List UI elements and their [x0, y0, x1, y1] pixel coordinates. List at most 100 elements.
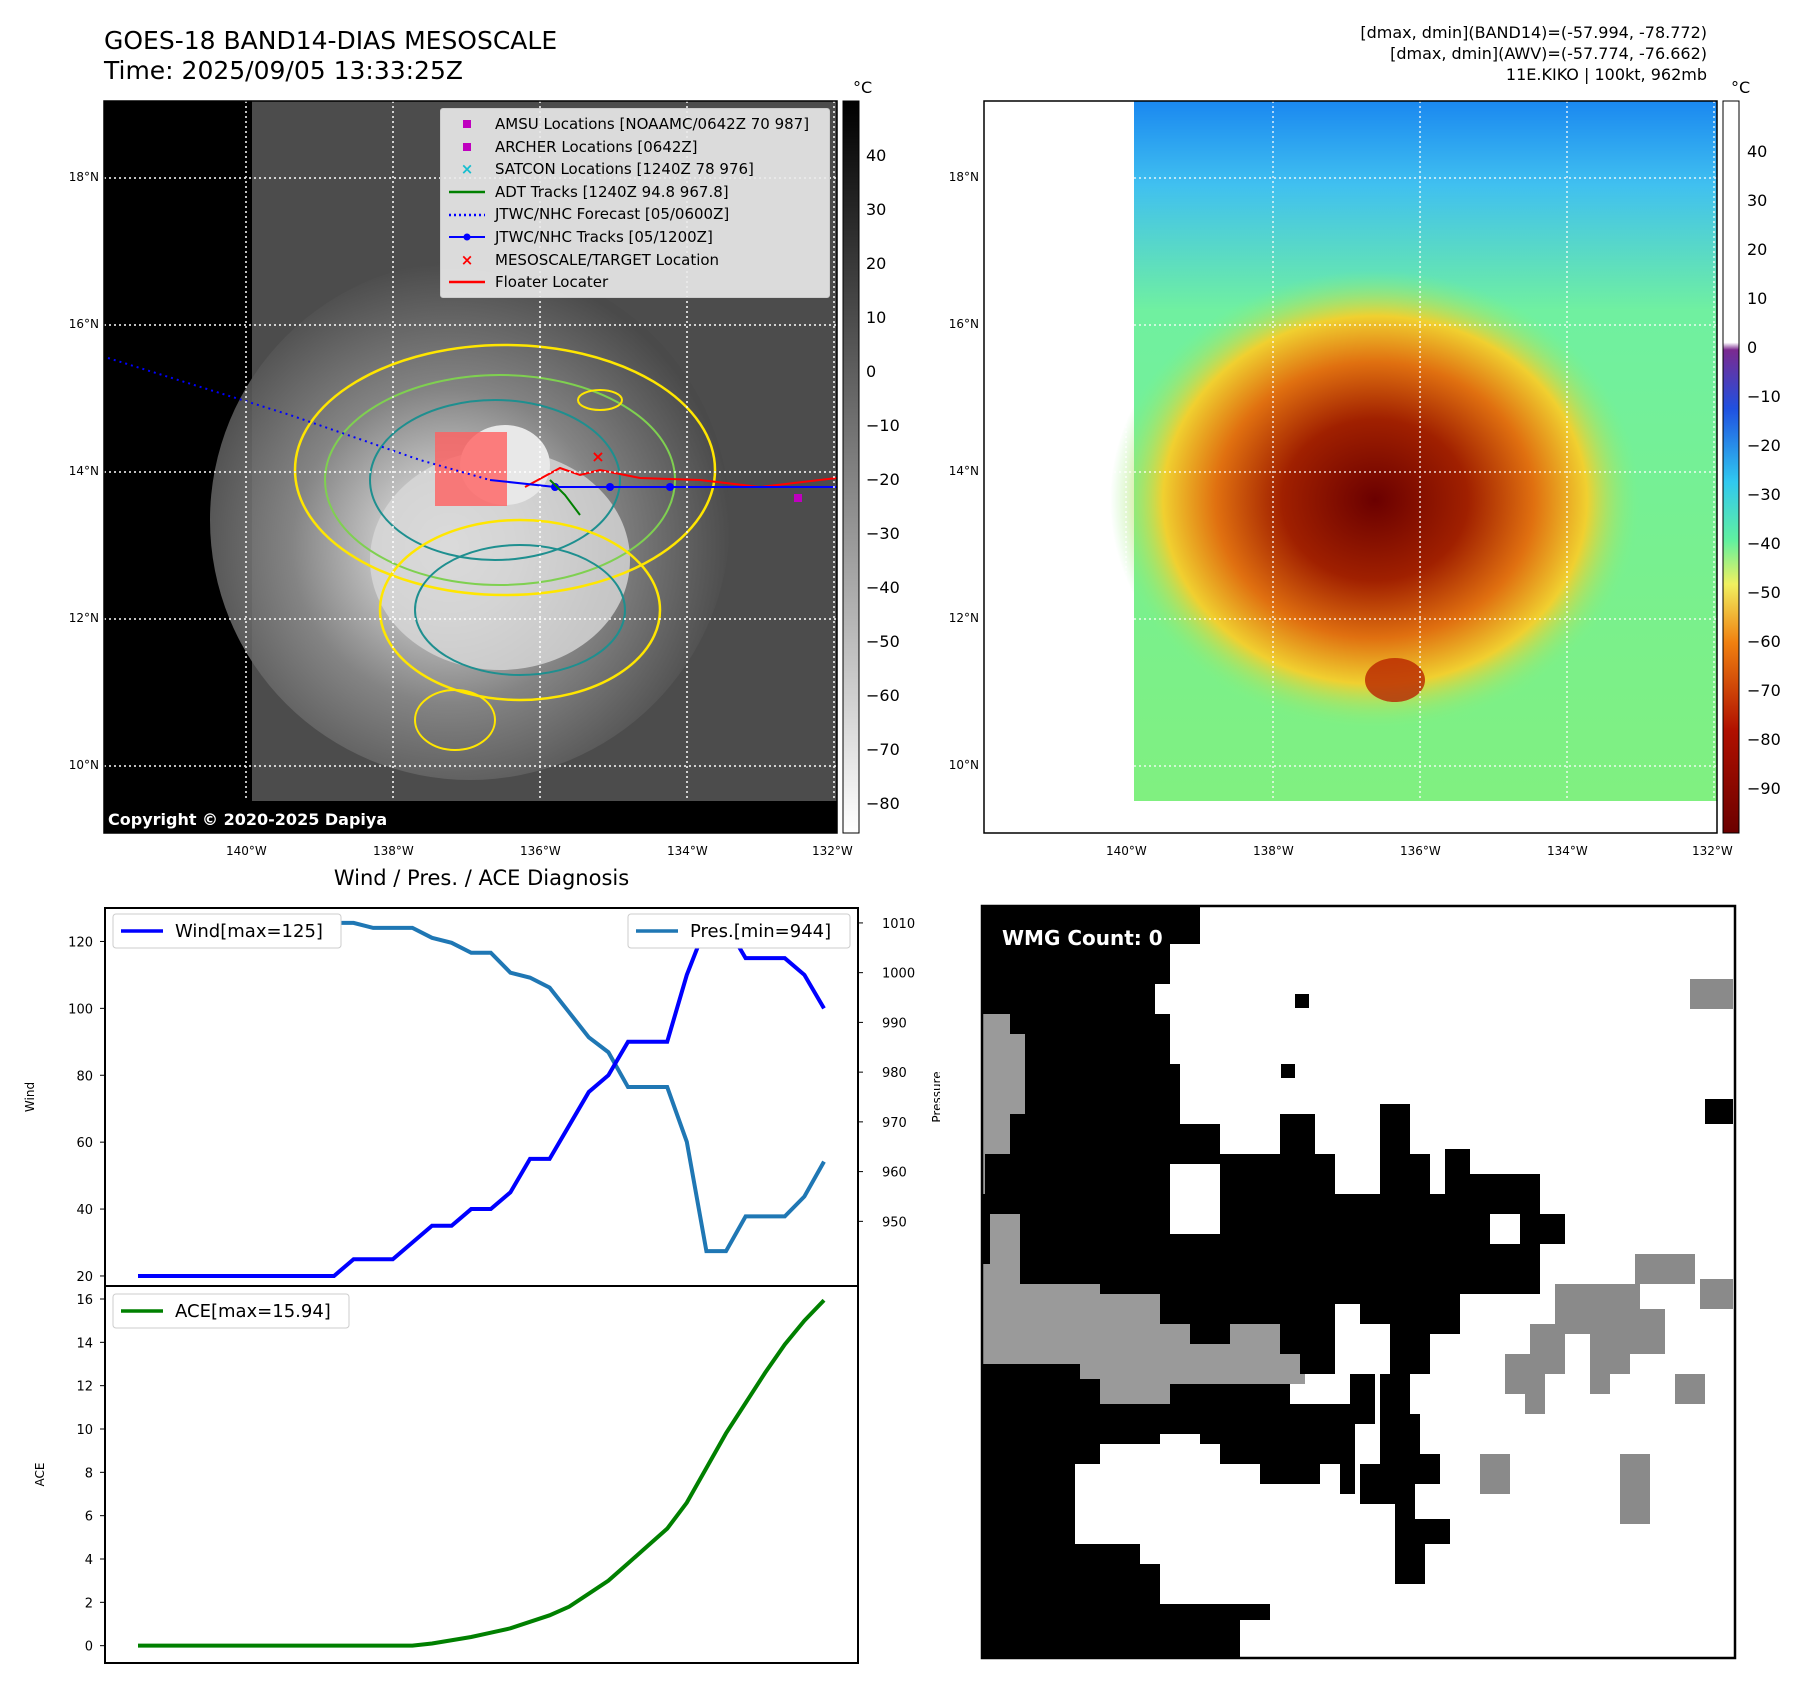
svg-text:×: × [461, 252, 474, 268]
colorbar-tick: −60 [1747, 632, 1781, 651]
figure-title: GOES-18 BAND14-DIAS MESOSCALE Time: 2025… [104, 26, 557, 86]
y-tick-label: 10 [76, 1423, 93, 1438]
lat-label: 10°N [948, 758, 979, 772]
y-tick-label: 2 [85, 1596, 93, 1611]
lat-label: 16°N [68, 317, 99, 331]
diagnosis-chart: 2040608010012095096097098099010001010Win… [23, 907, 940, 1664]
legend-label: ARCHER Locations [0642Z] [495, 137, 698, 156]
y2-tick-label: 970 [882, 1116, 907, 1131]
colorbar-tick: 10 [866, 308, 887, 327]
lat-label: 14°N [68, 464, 99, 478]
legend-entry: × MESOSCALE/TARGET Location [447, 249, 823, 272]
colorbar-tick: −80 [866, 794, 900, 813]
y2-tick-label: 960 [882, 1166, 907, 1181]
lower-axes-frame [104, 1285, 859, 1664]
stats-line-2: [dmax, dmin](AWV)=(-57.774, -76.662) [1390, 44, 1707, 63]
y-axis-label: Wind [23, 1082, 37, 1112]
lat-label: 12°N [68, 611, 99, 625]
colorbar-tick: 40 [1747, 142, 1768, 161]
lon-label: 134°W [667, 844, 708, 858]
wind-legend-label: Wind[max=125] [175, 921, 323, 942]
y-tick-label: 8 [85, 1466, 93, 1481]
lon-label: 140°W [1106, 844, 1147, 858]
y-tick-label: 12 [76, 1380, 93, 1395]
legend-marker-icon [449, 213, 485, 216]
legend-marker-icon [449, 190, 485, 194]
lat-label: 16°N [948, 317, 979, 331]
ace-legend-label: ACE[max=15.94] [175, 1301, 331, 1322]
wmg-panel [980, 904, 1737, 1660]
y-tick-label: 14 [76, 1336, 93, 1351]
colorbar-tick: 40 [866, 146, 887, 165]
y-tick-label: 20 [76, 1270, 93, 1285]
colorbar-tick: −50 [866, 632, 900, 651]
lon-label: 140°W [226, 844, 267, 858]
colorbar-tick: −20 [866, 470, 900, 489]
legend-marker-icon: × [461, 161, 474, 177]
y-tick-label: 40 [76, 1203, 93, 1218]
y2-tick-label: 950 [882, 1215, 907, 1230]
legend-entry: ADT Tracks [1240Z 94.8 967.8] [447, 181, 823, 204]
y2-tick-label: 1010 [882, 917, 915, 932]
ace-legend-box [112, 1293, 350, 1329]
y-tick-label: 0 [85, 1640, 93, 1655]
colorbar-tick: 30 [1747, 191, 1768, 210]
lon-label: 138°W [373, 844, 414, 858]
lon-label: 138°W [1253, 844, 1294, 858]
colorbar-tick: −70 [866, 740, 900, 759]
y2-tick-label: 1000 [882, 967, 915, 982]
lat-label: 18°N [68, 170, 99, 184]
legend-label: AMSU Locations [NOAAMC/0642Z 70 987] [495, 115, 810, 133]
colorbar-tick: −40 [1747, 534, 1781, 553]
upper-axes-frame [104, 907, 859, 1287]
y-tick-label: 60 [76, 1136, 93, 1151]
colorbar-tick: −10 [1747, 387, 1781, 406]
ir-colorbar-unit: °C [853, 78, 873, 97]
ir-lon-labels: 140°W 138°W 136°W 134°W 132°W [0, 844, 900, 860]
legend-entry: Floater Locater [447, 271, 823, 294]
legend-marker-icon: × [461, 252, 474, 268]
ir-panel: × [103, 100, 860, 834]
legend-entry: AMSU Locations [NOAAMC/0642Z 70 987] [447, 113, 823, 136]
lat-label: 10°N [68, 758, 99, 772]
wmg-count-label: WMG Count: 0 [1002, 926, 1163, 950]
legend-marker-icon [449, 233, 485, 241]
legend-label: MESOSCALE/TARGET Location [495, 250, 720, 269]
colorbar-tick: −60 [866, 686, 900, 705]
colorbar-tick: 20 [866, 254, 887, 273]
legend-label: ADT Tracks [1240Z 94.8 967.8] [495, 182, 729, 201]
awv-lon-labels: 140°W 138°W 136°W 134°W 132°W [940, 844, 1797, 860]
y-tick-label: 120 [68, 935, 93, 950]
legend-label: JTWC/NHC Tracks [05/1200Z] [495, 227, 713, 246]
colorbar-tick: 0 [866, 362, 877, 381]
colorbar-tick: 30 [866, 200, 887, 219]
lat-label: 14°N [948, 464, 979, 478]
y-tick-label: 80 [76, 1069, 93, 1084]
y-tick-label: 4 [85, 1553, 93, 1568]
legend-marker-icon [449, 281, 485, 284]
svg-text:×: × [591, 447, 604, 466]
legend-label: Floater Locater [495, 273, 609, 292]
diagnosis-title: Wind / Pres. / ACE Diagnosis [333, 866, 630, 890]
colorbar-tick: −10 [866, 416, 900, 435]
y-tick-label: 100 [68, 1002, 93, 1017]
stats-line-3: 11E.KIKO | 100kt, 962mb [1505, 65, 1707, 84]
legend-marker-icon [463, 142, 471, 151]
awv-panel [983, 100, 1740, 834]
colorbar-tick: 10 [1747, 289, 1768, 308]
colorbar-tick: −30 [866, 524, 900, 543]
lon-label: 132°W [1692, 844, 1733, 858]
legend-label: SATCON Locations [1240Z 78 976] [495, 160, 754, 179]
colorbar-tick: −40 [866, 578, 900, 597]
colorbar-tick: −50 [1747, 583, 1781, 602]
lon-label: 136°W [1400, 844, 1441, 858]
pressure-legend-box [627, 913, 851, 949]
svg-text:×: × [461, 161, 474, 177]
lon-label: 132°W [812, 844, 853, 858]
wind-legend-box [112, 913, 342, 949]
lon-label: 136°W [520, 844, 561, 858]
y-axis-label: ACE [33, 1463, 47, 1487]
y2-axis-label: Pressure [930, 1071, 940, 1122]
legend-entry: ARCHER Locations [0642Z] [447, 136, 823, 159]
colorbar-tick: −70 [1747, 681, 1781, 700]
